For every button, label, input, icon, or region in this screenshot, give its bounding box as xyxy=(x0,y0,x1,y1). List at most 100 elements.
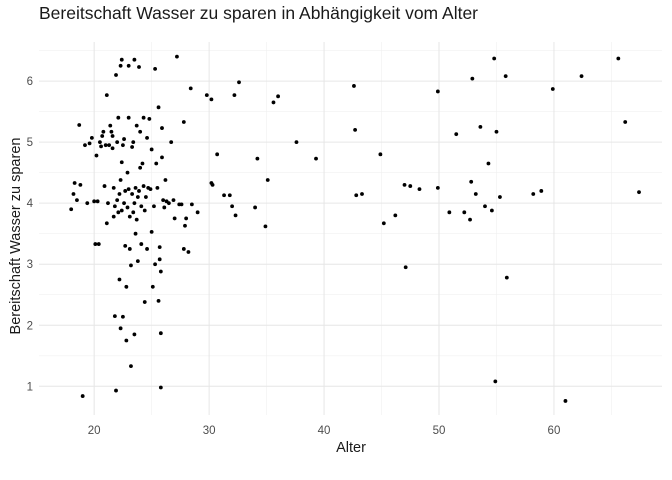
data-point xyxy=(122,201,126,206)
data-point xyxy=(181,120,186,124)
data-point xyxy=(138,129,143,134)
data-point xyxy=(98,140,102,145)
data-point xyxy=(115,140,120,145)
data-point xyxy=(156,298,161,303)
data-point xyxy=(276,94,280,99)
data-point xyxy=(354,193,359,198)
data-point xyxy=(381,221,386,226)
data-point xyxy=(294,140,299,145)
data-point xyxy=(222,193,226,198)
data-point xyxy=(125,170,130,175)
data-point xyxy=(127,247,132,251)
data-point xyxy=(118,326,123,331)
data-point xyxy=(117,192,122,196)
data-point xyxy=(110,146,115,151)
data-point xyxy=(454,132,459,137)
x-tick-label: 50 xyxy=(433,425,446,437)
data-point xyxy=(145,247,149,251)
data-point xyxy=(100,134,105,138)
data-point xyxy=(153,262,157,267)
data-point xyxy=(77,123,82,127)
data-point xyxy=(154,161,159,166)
data-point xyxy=(129,263,133,268)
data-point xyxy=(138,165,143,170)
data-point xyxy=(478,124,483,129)
data-point xyxy=(255,156,260,161)
data-point xyxy=(486,161,491,166)
data-point xyxy=(447,210,452,215)
data-point xyxy=(563,399,568,403)
y-tick-label: 2 xyxy=(27,320,33,332)
data-point xyxy=(195,210,200,215)
data-point xyxy=(92,199,97,204)
data-point xyxy=(470,76,475,81)
data-point xyxy=(94,153,99,158)
data-point xyxy=(69,207,74,212)
data-point xyxy=(116,210,121,215)
data-point xyxy=(96,242,101,246)
data-point xyxy=(417,187,422,192)
data-point xyxy=(462,210,467,215)
data-point xyxy=(393,213,398,218)
data-point xyxy=(135,259,140,264)
data-point xyxy=(75,198,79,203)
data-point xyxy=(181,247,186,251)
data-point xyxy=(469,179,474,184)
data-point xyxy=(158,269,163,274)
data-point xyxy=(101,129,106,134)
data-point xyxy=(104,93,109,98)
data-point xyxy=(188,86,193,91)
data-point xyxy=(123,243,128,248)
x-axis-title: Alter xyxy=(336,440,366,456)
data-point xyxy=(166,201,171,206)
data-point xyxy=(237,80,241,85)
data-point xyxy=(183,223,187,228)
data-point xyxy=(104,221,109,226)
data-point xyxy=(111,214,116,219)
data-point xyxy=(93,242,98,246)
data-point xyxy=(265,178,270,182)
data-point xyxy=(189,202,194,207)
y-tick-label: 6 xyxy=(27,76,33,88)
data-point xyxy=(132,57,137,62)
data-point xyxy=(141,184,146,188)
data-point xyxy=(503,74,508,79)
x-tick-label: 40 xyxy=(318,425,331,437)
data-point xyxy=(435,186,440,190)
data-point xyxy=(162,205,167,210)
data-point xyxy=(271,100,276,105)
data-point xyxy=(147,117,152,121)
data-point xyxy=(531,192,536,196)
data-point xyxy=(186,250,191,254)
data-point xyxy=(107,143,112,148)
data-point xyxy=(121,314,125,319)
data-point xyxy=(112,314,117,319)
data-point xyxy=(119,57,124,62)
data-point xyxy=(492,56,497,61)
data-point xyxy=(114,388,118,393)
data-point xyxy=(161,198,166,203)
data-point xyxy=(157,245,162,250)
data-points xyxy=(69,54,641,403)
data-point xyxy=(263,224,268,229)
data-point xyxy=(134,123,139,128)
data-point xyxy=(99,144,103,149)
data-point xyxy=(494,129,499,134)
data-point xyxy=(158,331,163,336)
data-point xyxy=(230,204,235,209)
data-point xyxy=(215,152,220,157)
data-point xyxy=(160,126,164,130)
data-point xyxy=(126,187,131,192)
data-point xyxy=(80,394,85,398)
data-point xyxy=(169,140,174,145)
data-point xyxy=(141,115,146,120)
data-point xyxy=(623,120,628,124)
data-point xyxy=(179,202,184,207)
data-point xyxy=(131,210,136,215)
data-point xyxy=(145,135,149,140)
data-point xyxy=(483,204,487,209)
data-point xyxy=(152,204,156,209)
data-point xyxy=(124,284,129,289)
data-point xyxy=(489,208,494,213)
